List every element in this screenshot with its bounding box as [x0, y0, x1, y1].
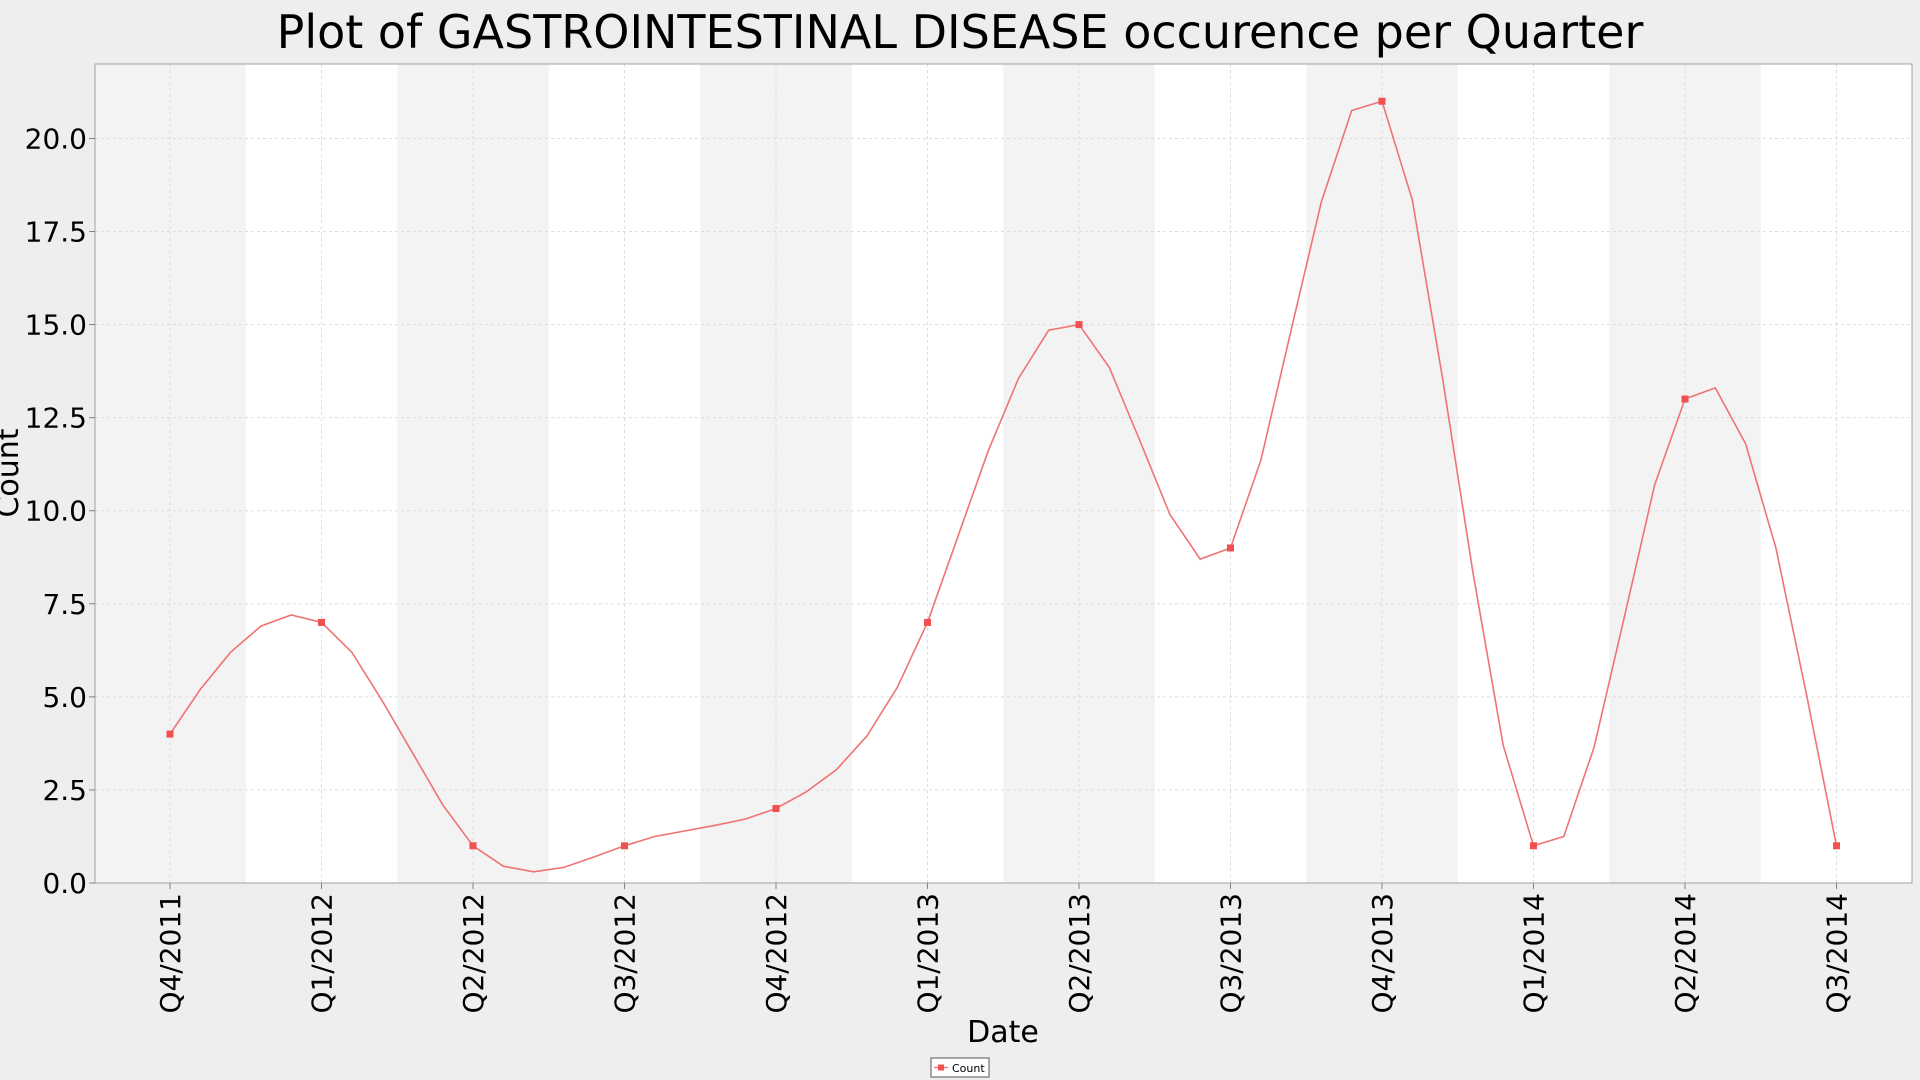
series-markers — [166, 97, 1840, 850]
data-point-marker — [1075, 321, 1083, 329]
data-point-marker — [469, 842, 477, 850]
x-tick-label: Q4/2013 — [1366, 893, 1399, 1014]
data-point-marker — [924, 618, 931, 626]
y-axis-ticks: 0.0 2.5 5.0 7.5 10.0 12.5 15.0 17.5 20.0 — [25, 122, 95, 900]
x-tick-label: Q1/2013 — [912, 893, 945, 1014]
data-point-marker — [621, 842, 628, 850]
y-tick-label: 20.0 — [25, 122, 87, 155]
x-tick-label: Q3/2013 — [1215, 893, 1248, 1014]
legend: Count — [930, 1057, 990, 1078]
data-point-marker — [1530, 842, 1537, 850]
x-tick-label: Q2/2012 — [457, 893, 490, 1014]
y-tick-label: 10.0 — [25, 495, 87, 528]
data-point-marker — [318, 618, 325, 626]
y-tick-label: 12.5 — [25, 402, 87, 435]
y-tick-label: 5.0 — [42, 681, 87, 714]
data-point-marker — [166, 730, 174, 738]
x-tick-label: Q3/2012 — [609, 893, 642, 1014]
data-point-marker — [1227, 544, 1234, 552]
data-point-marker — [1378, 97, 1386, 105]
y-tick-label: 0.0 — [42, 867, 87, 900]
legend-marker-swatch — [938, 1064, 944, 1071]
x-axis-ticks: Q4/2011 Q1/2012 Q2/2012 Q3/2012 Q4/2012 Q1/20… — [154, 883, 1854, 1014]
x-tick-label: Q3/2014 — [1821, 893, 1854, 1014]
x-tick-label: Q1/2014 — [1518, 893, 1551, 1014]
y-tick-label: 2.5 — [42, 774, 87, 807]
y-tick-label: 17.5 — [25, 216, 87, 249]
x-tick-label: Q2/2014 — [1669, 893, 1702, 1014]
data-point-marker — [1833, 842, 1840, 850]
x-axis-label: Date — [967, 1015, 1039, 1050]
y-tick-label: 15.0 — [25, 309, 87, 342]
legend-box — [930, 1057, 990, 1078]
x-tick-label: Q4/2011 — [154, 893, 187, 1014]
data-point-marker — [1681, 395, 1689, 403]
x-tick-label: Q1/2012 — [306, 893, 339, 1014]
x-tick-label: Q4/2012 — [760, 893, 793, 1014]
y-axis-label: Count — [0, 428, 26, 517]
chart-title: Plot of GASTROINTESTINAL DISEASE occuren… — [277, 5, 1644, 59]
y-tick-label: 7.5 — [42, 588, 87, 621]
x-tick-label: Q2/2013 — [1063, 893, 1096, 1014]
legend-entry-count: Count — [952, 1062, 985, 1075]
plot-border — [94, 63, 1913, 884]
series-line-count — [169, 100, 1838, 873]
data-point-marker — [772, 805, 780, 813]
